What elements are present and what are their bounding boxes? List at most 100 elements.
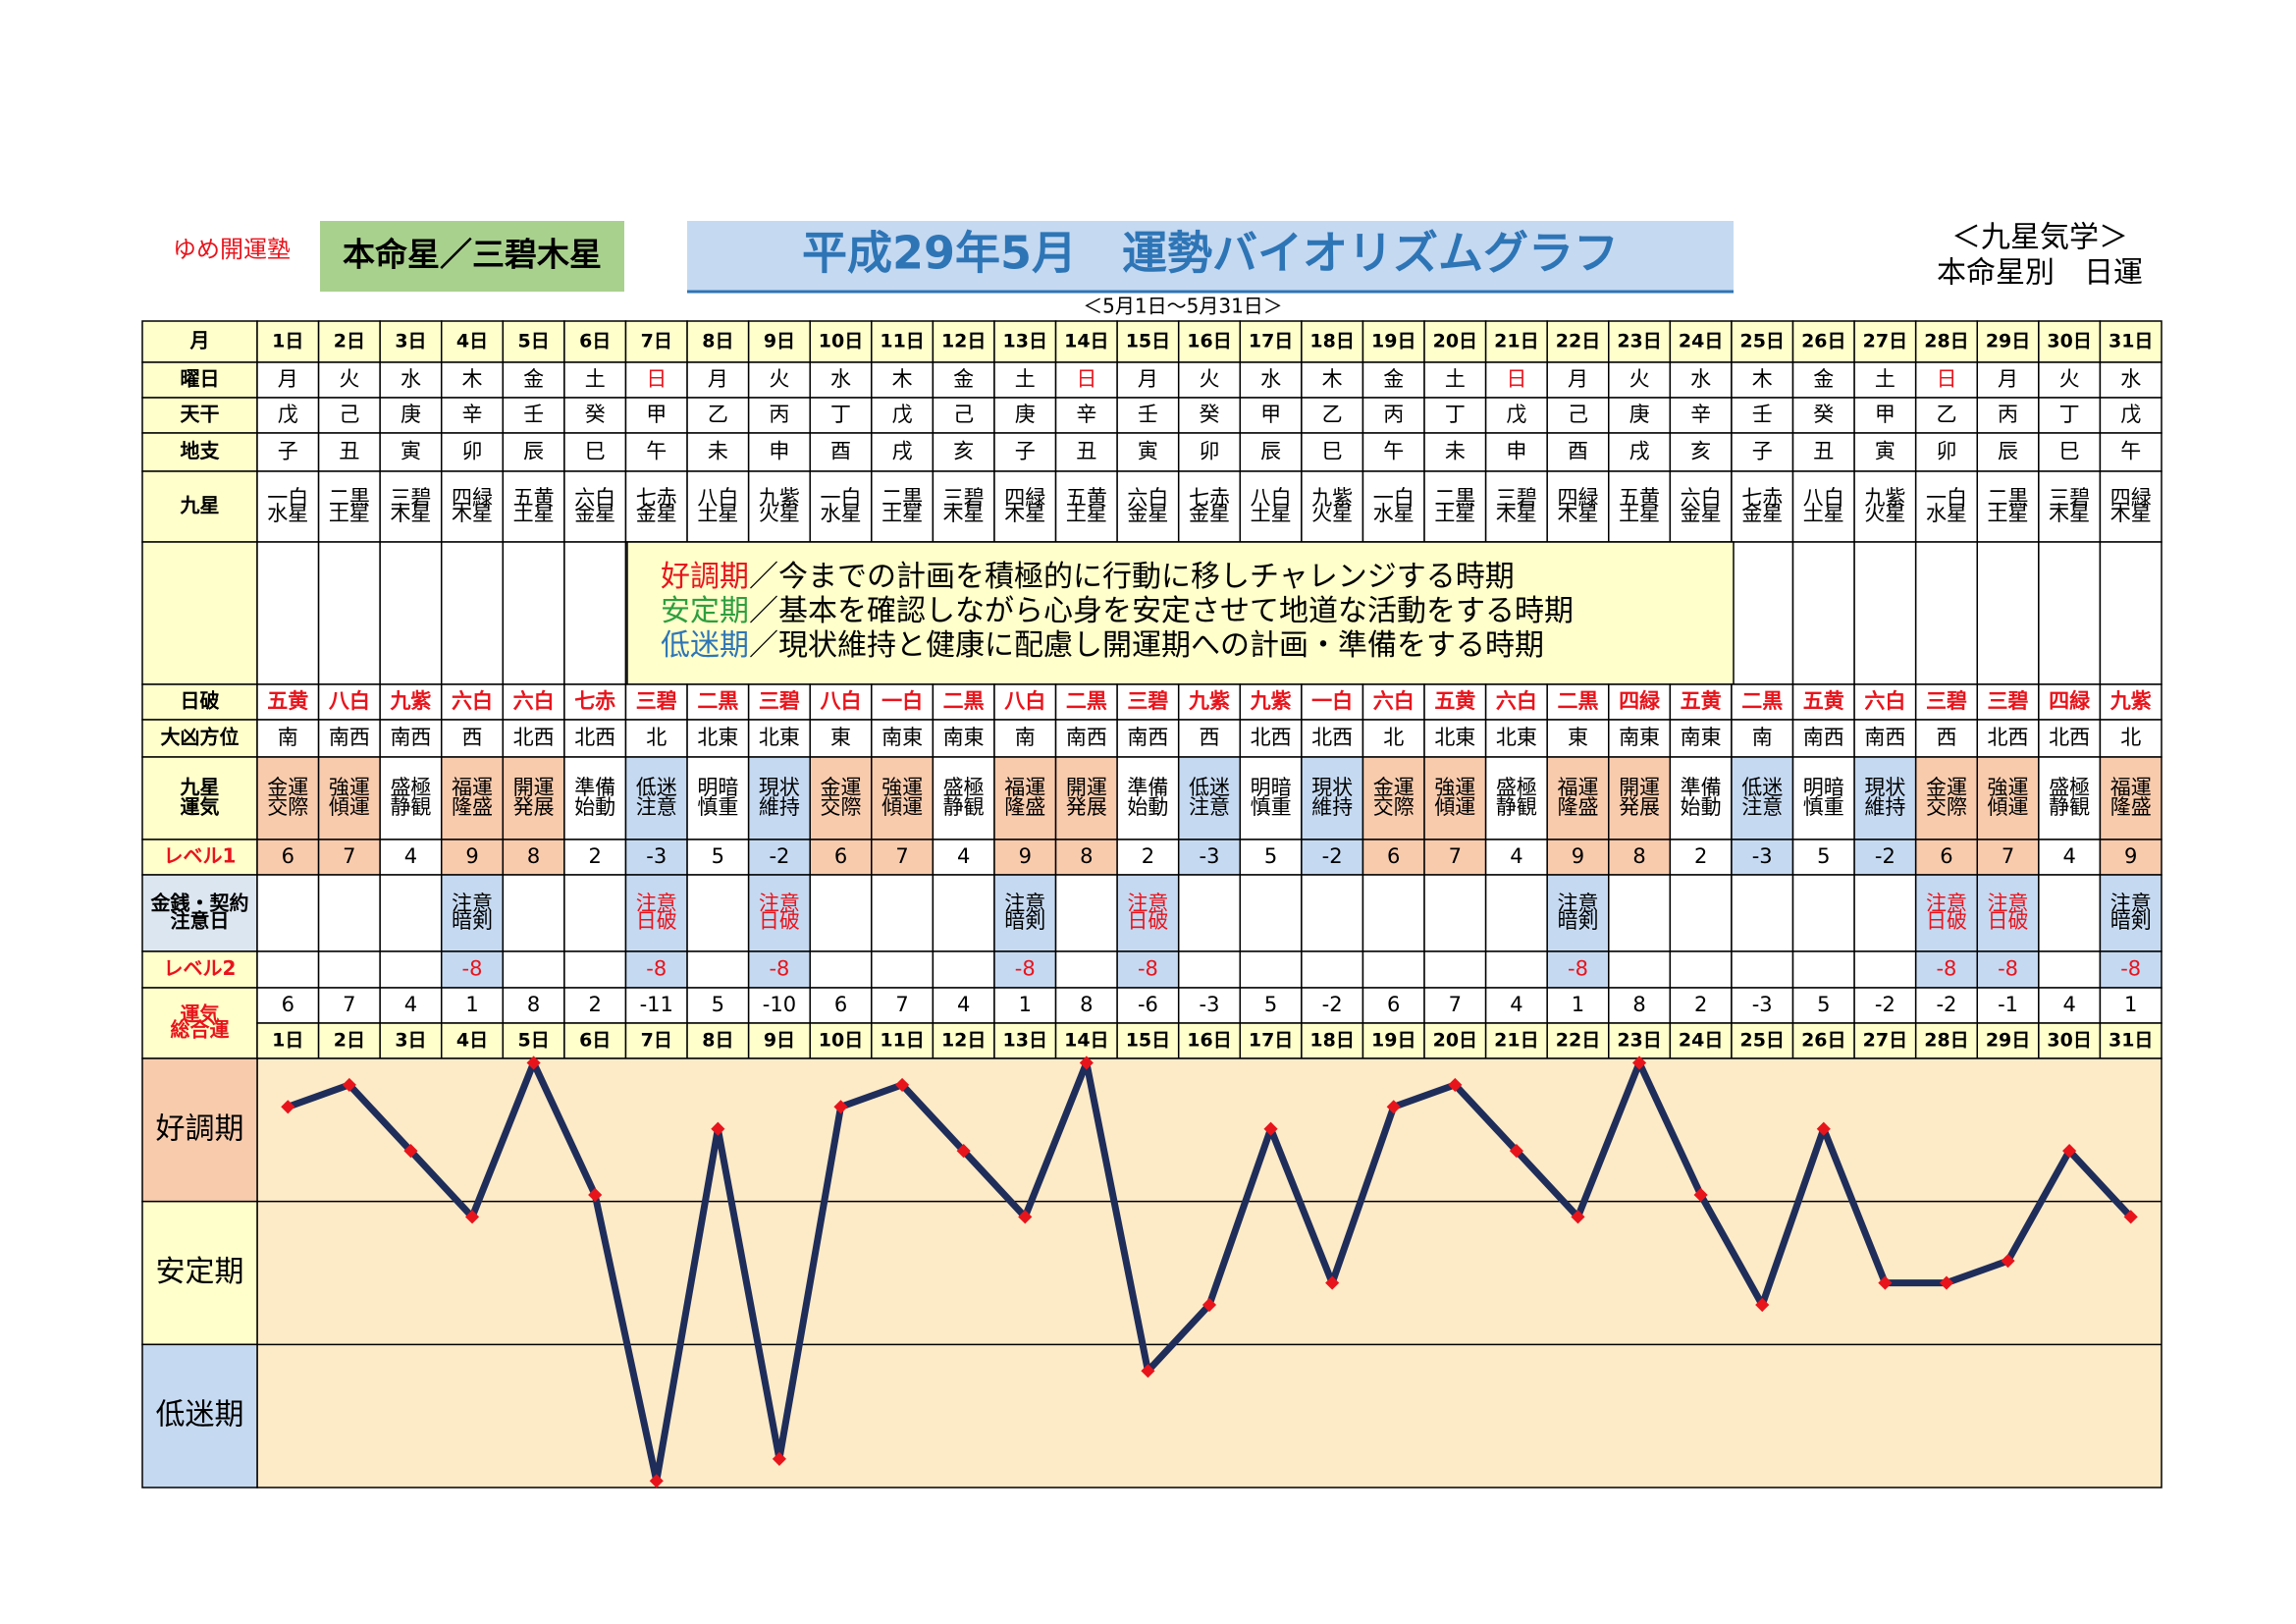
unki: 金運 bbox=[267, 776, 308, 799]
cell bbox=[686, 987, 750, 1024]
row-label: 日破 bbox=[181, 689, 220, 713]
cell bbox=[440, 320, 505, 363]
total: -2 bbox=[1322, 993, 1343, 1016]
direction: 北 bbox=[2120, 726, 2141, 749]
cell bbox=[563, 1022, 627, 1059]
day-label: 19日 bbox=[1371, 331, 1415, 352]
stem: 丙 bbox=[1998, 403, 2018, 426]
cell bbox=[1301, 470, 1364, 543]
cell bbox=[1853, 320, 1917, 363]
cell bbox=[1791, 987, 1855, 1024]
star: 四緑 bbox=[2110, 486, 2152, 510]
day-label: 14日 bbox=[1064, 1030, 1108, 1052]
cell bbox=[871, 950, 934, 989]
branch: 寅 bbox=[1138, 440, 1158, 463]
total: 6 bbox=[834, 993, 847, 1016]
unki: 隆盛 bbox=[452, 795, 493, 819]
stem: 戊 bbox=[278, 403, 298, 426]
cell bbox=[932, 874, 995, 952]
star: 三碧 bbox=[1496, 486, 1537, 510]
branch: 辰 bbox=[1998, 440, 2018, 463]
cell bbox=[1362, 397, 1425, 434]
day-label: 2日 bbox=[334, 331, 365, 352]
cell bbox=[256, 874, 320, 952]
total: -2 bbox=[1936, 993, 1956, 1016]
unki: 傾運 bbox=[1988, 795, 2029, 819]
weekday: 金 bbox=[523, 367, 544, 391]
unki: 開運 bbox=[513, 776, 555, 799]
nippa: 三碧 bbox=[1926, 689, 1967, 713]
caution: 注意 bbox=[1127, 892, 1168, 915]
caution: 注意 bbox=[759, 892, 800, 915]
cell bbox=[747, 470, 811, 543]
cell bbox=[1546, 320, 1610, 363]
caution: 日破 bbox=[1926, 909, 1967, 933]
cell bbox=[1914, 1022, 1979, 1059]
level1: 7 bbox=[343, 844, 355, 868]
cell bbox=[1546, 683, 1610, 721]
star: 五黄 bbox=[513, 486, 555, 510]
cell bbox=[1853, 950, 1917, 989]
stem: 乙 bbox=[708, 403, 728, 426]
star: 七赤 bbox=[1189, 486, 1230, 510]
cell bbox=[1608, 361, 1672, 399]
day-label: 9日 bbox=[764, 1030, 795, 1052]
star: 三碧 bbox=[390, 486, 431, 510]
day-label: 9日 bbox=[764, 331, 795, 352]
point bbox=[1448, 1077, 1463, 1092]
direction: 北西 bbox=[1988, 726, 2029, 749]
stem: 丁 bbox=[830, 403, 851, 426]
day-label: 18日 bbox=[1309, 331, 1354, 352]
branch: 辰 bbox=[1260, 440, 1281, 463]
nippa: 九紫 bbox=[1188, 689, 1230, 713]
cell bbox=[1054, 950, 1118, 989]
cell bbox=[2099, 541, 2163, 685]
unki: 始動 bbox=[1127, 795, 1168, 819]
point bbox=[1816, 1121, 1831, 1136]
cell bbox=[1608, 432, 1672, 472]
cell bbox=[379, 719, 443, 758]
weekday: 木 bbox=[1752, 367, 1773, 391]
unki: 発展 bbox=[1066, 795, 1107, 819]
unki: 低迷 bbox=[636, 776, 677, 799]
unki: 盛極 bbox=[2049, 776, 2090, 799]
star: 七赤 bbox=[1741, 486, 1783, 510]
day-label: 15日 bbox=[1126, 331, 1170, 352]
stem: 甲 bbox=[1875, 403, 1896, 426]
level1: 8 bbox=[1632, 844, 1645, 868]
direction: 南西 bbox=[1803, 726, 1844, 749]
unki: 傾運 bbox=[881, 795, 923, 819]
cell bbox=[1731, 397, 1794, 434]
legend-text: ／現状維持と健康に配慮し開運期への計画・準備をする時期 bbox=[749, 628, 1544, 663]
cell bbox=[932, 950, 995, 989]
cell bbox=[1484, 1022, 1548, 1059]
caution: 暗剣 bbox=[452, 909, 493, 933]
cell bbox=[686, 470, 750, 543]
level1: 9 bbox=[2124, 844, 2137, 868]
unki: 静観 bbox=[1496, 795, 1537, 819]
star: 二黒 bbox=[1988, 486, 2029, 510]
point bbox=[403, 1144, 418, 1159]
weekday: 水 bbox=[1690, 367, 1711, 391]
total: -1 bbox=[1998, 993, 2018, 1016]
nippa: 六白 bbox=[452, 689, 493, 713]
total: 2 bbox=[1694, 993, 1707, 1016]
cell bbox=[256, 361, 320, 399]
branch: 未 bbox=[708, 440, 728, 463]
star: 七赤 bbox=[636, 486, 677, 510]
cell bbox=[1054, 397, 1118, 434]
row-label: 天干 bbox=[181, 403, 220, 426]
branch: 亥 bbox=[1690, 440, 1711, 463]
stem: 己 bbox=[953, 403, 974, 426]
star: 八白 bbox=[1803, 486, 1844, 510]
weekday: 日 bbox=[646, 367, 667, 391]
direction: 東 bbox=[1568, 726, 1588, 749]
cell bbox=[256, 470, 320, 543]
direction: 東 bbox=[830, 726, 851, 749]
level1: -3 bbox=[1752, 844, 1773, 868]
star: 金星 bbox=[636, 502, 677, 525]
cell bbox=[1177, 397, 1242, 434]
cell bbox=[624, 874, 688, 952]
star: 火星 bbox=[1311, 502, 1353, 525]
cell bbox=[1791, 756, 1855, 840]
